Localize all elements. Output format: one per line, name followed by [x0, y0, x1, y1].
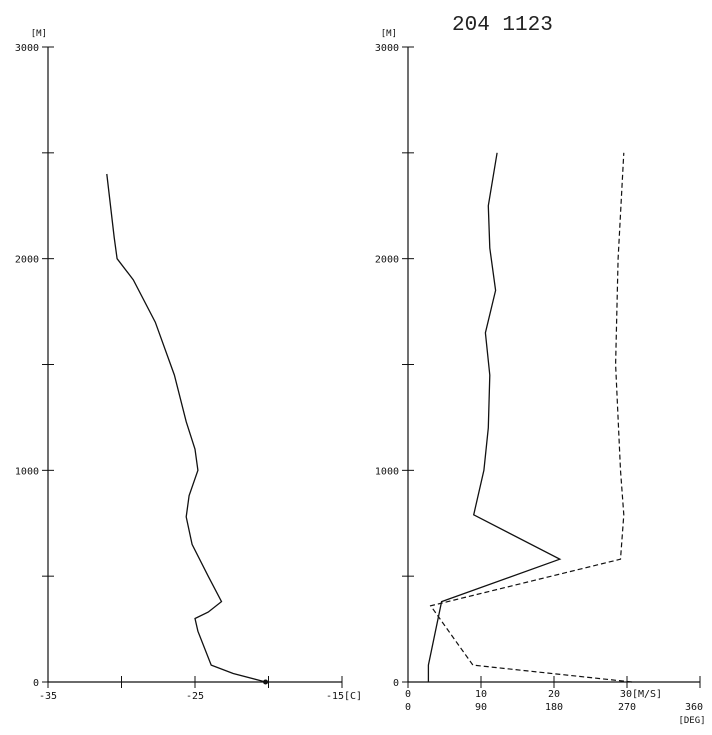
right-y-tick-label: 1000 — [375, 466, 399, 477]
direction-axis-label: [DEG] — [678, 716, 705, 726]
direction-tick-label: 270 — [618, 702, 636, 713]
left-y-tick-label: 2000 — [15, 255, 39, 266]
left-y-tick-label: 1000 — [15, 466, 39, 477]
temperature-series-line — [106, 173, 266, 683]
wind-speed-series-line — [427, 152, 562, 682]
direction-tick-label: 90 — [475, 702, 487, 713]
header-code: 204 1123 — [452, 14, 553, 37]
right-y-tick-label: 2000 — [375, 255, 399, 266]
left-x-tick-label: -35 — [39, 691, 57, 702]
left-y-tick-label: 3000 — [15, 43, 39, 54]
temperature-surface-point — [263, 679, 269, 685]
left-y-tick-label: 0 — [33, 678, 39, 689]
left-y-axis-label: [M] — [31, 29, 47, 39]
left-x-tick-label: -25 — [186, 691, 204, 702]
speed-tick-label: 0 — [405, 689, 411, 700]
speed-axis-label: 30[M/S] — [620, 689, 662, 700]
speed-tick-label: 20 — [548, 689, 560, 700]
left-x-axis-label: -15[C] — [326, 691, 362, 702]
direction-tick-label: 180 — [545, 702, 563, 713]
wind-direction-series-line — [429, 152, 632, 683]
right-y-axis-label: [M] — [381, 29, 397, 39]
temperature-panel — [42, 46, 343, 688]
speed-tick-label: 10 — [475, 689, 487, 700]
direction-tick-label: 0 — [405, 702, 411, 713]
right-y-tick-label: 0 — [393, 678, 399, 689]
direction-tick-label: 360 — [685, 702, 703, 713]
wind-panel — [402, 46, 701, 688]
right-y-tick-label: 3000 — [375, 43, 399, 54]
